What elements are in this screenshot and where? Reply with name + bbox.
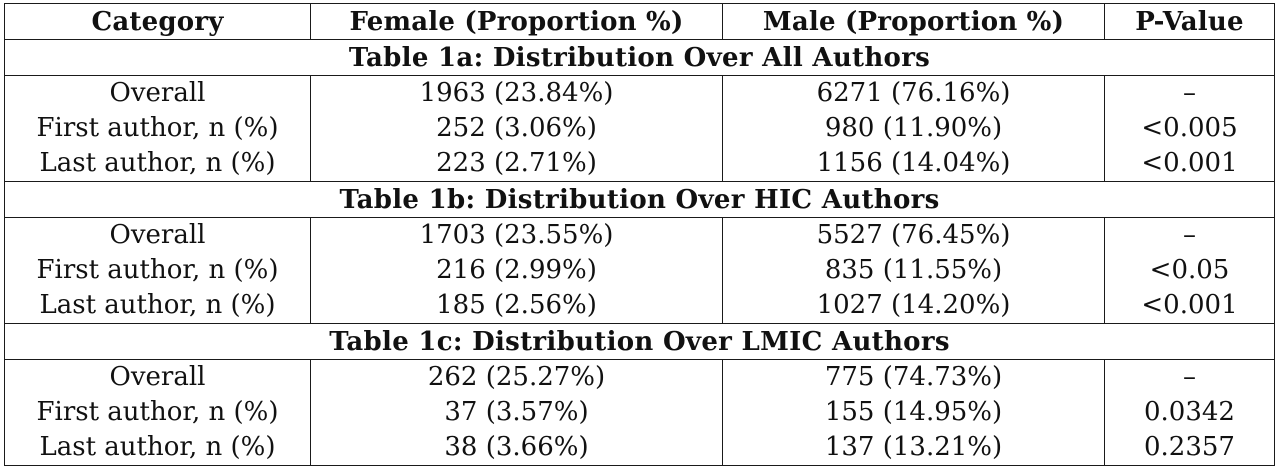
section-1a: Table 1a: Distribution Over All Authors … — [4, 39, 1275, 182]
cell-p-value: 0.2357 — [1104, 430, 1275, 466]
cell-male: 1027 (14.20%) — [722, 288, 1105, 324]
cell-p-value: <0.005 — [1104, 111, 1275, 146]
results-table: Category Female (Proportion %) Male (Pro… — [4, 3, 1275, 466]
table-row: Last author, n (%) 223 (2.71%) 1156 (14.… — [4, 146, 1275, 182]
header-p-value: P-Value — [1104, 3, 1275, 40]
cell-category: Last author, n (%) — [4, 146, 311, 182]
cell-p-value: <0.05 — [1104, 253, 1275, 288]
cell-category: Overall — [4, 217, 311, 253]
cell-p-value: <0.001 — [1104, 146, 1275, 182]
section-title-row: Table 1a: Distribution Over All Authors — [4, 39, 1275, 76]
table-header: Category Female (Proportion %) Male (Pro… — [4, 3, 1275, 40]
table-row: First author, n (%) 252 (3.06%) 980 (11.… — [4, 111, 1275, 146]
table-row: Overall 1703 (23.55%) 5527 (76.45%) – — [4, 217, 1275, 253]
header-female: Female (Proportion %) — [310, 3, 723, 40]
table-row: Last author, n (%) 38 (3.66%) 137 (13.21… — [4, 430, 1275, 466]
cell-category: First author, n (%) — [4, 395, 311, 430]
cell-female: 38 (3.66%) — [310, 430, 723, 466]
cell-category: Overall — [4, 75, 311, 111]
section-title: Table 1c: Distribution Over LMIC Authors — [4, 323, 1275, 360]
section-1c: Table 1c: Distribution Over LMIC Authors… — [4, 323, 1275, 466]
cell-male: 137 (13.21%) — [722, 430, 1105, 466]
table-row: First author, n (%) 37 (3.57%) 155 (14.9… — [4, 395, 1275, 430]
cell-p-value: – — [1104, 217, 1275, 253]
cell-male: 155 (14.95%) — [722, 395, 1105, 430]
cell-male: 980 (11.90%) — [722, 111, 1105, 146]
cell-female: 1963 (23.84%) — [310, 75, 723, 111]
cell-category: First author, n (%) — [4, 253, 311, 288]
cell-female: 1703 (23.55%) — [310, 217, 723, 253]
cell-male: 1156 (14.04%) — [722, 146, 1105, 182]
cell-category: First author, n (%) — [4, 111, 311, 146]
cell-category: Last author, n (%) — [4, 288, 311, 324]
results-table-container: Category Female (Proportion %) Male (Pro… — [4, 3, 1275, 466]
cell-p-value: 0.0342 — [1104, 395, 1275, 430]
table-row: Overall 1963 (23.84%) 6271 (76.16%) – — [4, 75, 1275, 111]
cell-male: 835 (11.55%) — [722, 253, 1105, 288]
cell-p-value: – — [1104, 75, 1275, 111]
cell-female: 216 (2.99%) — [310, 253, 723, 288]
cell-female: 37 (3.57%) — [310, 395, 723, 430]
header-male: Male (Proportion %) — [722, 3, 1105, 40]
cell-female: 185 (2.56%) — [310, 288, 723, 324]
table-row: Overall 262 (25.27%) 775 (74.73%) – — [4, 359, 1275, 395]
cell-p-value: <0.001 — [1104, 288, 1275, 324]
cell-male: 5527 (76.45%) — [722, 217, 1105, 253]
section-title: Table 1a: Distribution Over All Authors — [4, 39, 1275, 76]
cell-male: 6271 (76.16%) — [722, 75, 1105, 111]
cell-category: Overall — [4, 359, 311, 395]
header-row: Category Female (Proportion %) Male (Pro… — [4, 3, 1275, 40]
cell-female: 223 (2.71%) — [310, 146, 723, 182]
cell-category: Last author, n (%) — [4, 430, 311, 466]
section-1b: Table 1b: Distribution Over HIC Authors … — [4, 181, 1275, 324]
header-category: Category — [4, 3, 311, 40]
cell-male: 775 (74.73%) — [722, 359, 1105, 395]
section-title-row: Table 1b: Distribution Over HIC Authors — [4, 181, 1275, 218]
section-title-row: Table 1c: Distribution Over LMIC Authors — [4, 323, 1275, 360]
cell-female: 252 (3.06%) — [310, 111, 723, 146]
table-row: First author, n (%) 216 (2.99%) 835 (11.… — [4, 253, 1275, 288]
section-title: Table 1b: Distribution Over HIC Authors — [4, 181, 1275, 218]
table-row: Last author, n (%) 185 (2.56%) 1027 (14.… — [4, 288, 1275, 324]
cell-female: 262 (25.27%) — [310, 359, 723, 395]
cell-p-value: – — [1104, 359, 1275, 395]
